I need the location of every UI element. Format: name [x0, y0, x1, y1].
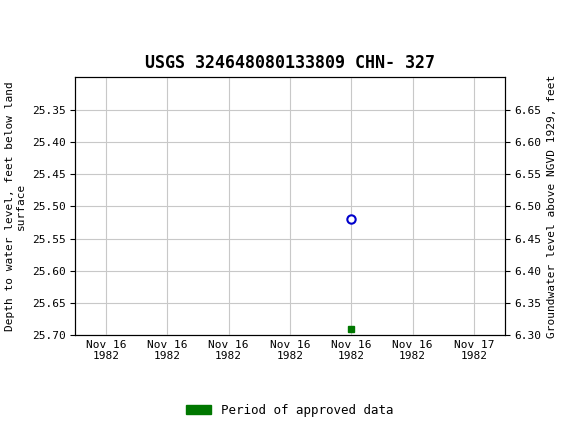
Title: USGS 324648080133809 CHN- 327: USGS 324648080133809 CHN- 327 — [145, 54, 435, 72]
Legend: Period of approved data: Period of approved data — [181, 399, 399, 421]
Y-axis label: Groundwater level above NGVD 1929, feet: Groundwater level above NGVD 1929, feet — [547, 75, 557, 338]
Text: ≋USGS: ≋USGS — [6, 9, 60, 27]
Y-axis label: Depth to water level, feet below land
surface: Depth to water level, feet below land su… — [5, 82, 26, 331]
